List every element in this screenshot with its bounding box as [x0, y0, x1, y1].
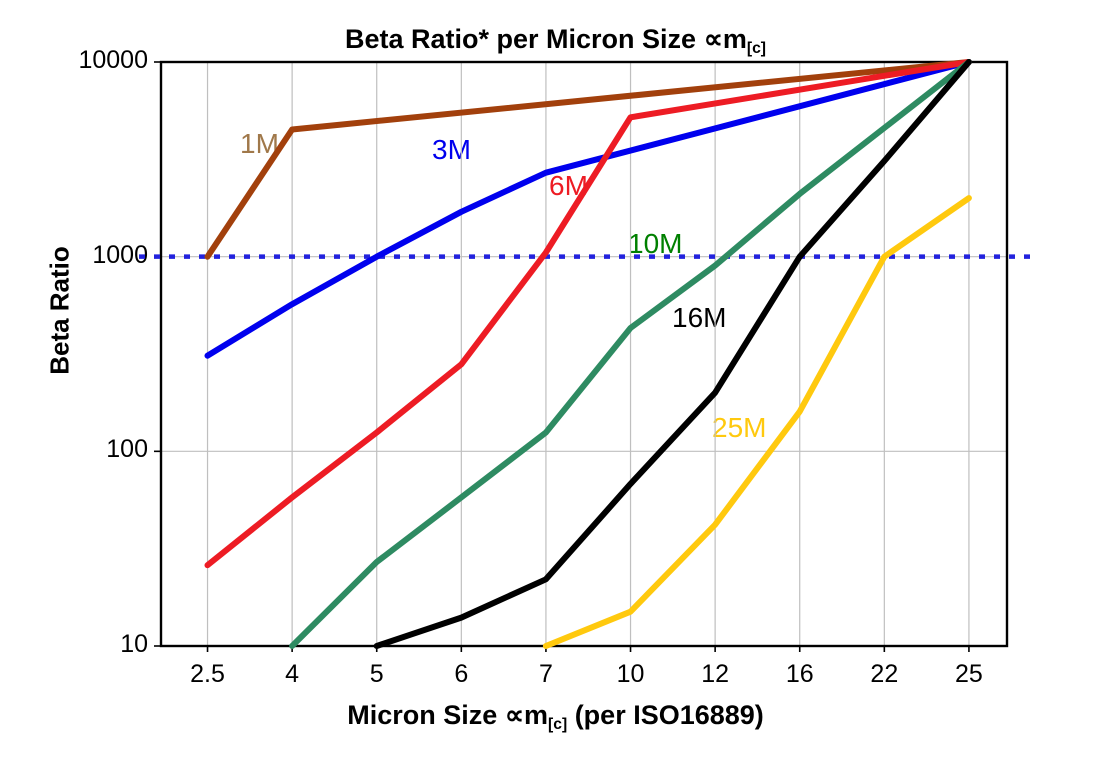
series-label-10m: 10M: [628, 228, 683, 259]
x-tick-label: 5: [369, 660, 384, 688]
x-axis-title: Micron Size ∝m[c] (per ISO16889): [0, 700, 1111, 734]
series-label-16m: 16M: [672, 302, 727, 333]
series-line-1m: [204, 59, 972, 260]
series-label-3m: 3M: [432, 134, 471, 165]
y-tick-label: 1000: [92, 240, 148, 269]
x-tick-label: 16: [785, 660, 814, 688]
x-tick-label: 12: [701, 660, 730, 688]
series-lines: [204, 59, 972, 649]
chart-title-text: Beta Ratio* per Micron Size: [344, 24, 704, 54]
y-tick-label: 10: [120, 630, 148, 658]
chart-title-symbol: ∝m: [703, 24, 747, 54]
x-tick-label: 10: [616, 660, 645, 688]
x-axis-title-symbol: ∝m: [504, 700, 549, 730]
series-label-25m: 25M: [712, 412, 767, 443]
series-line-10m: [289, 59, 972, 649]
y-tick-label: 100: [106, 435, 148, 464]
chart-title: Beta Ratio* per Micron Size ∝m[c]: [0, 24, 1111, 58]
y-tick-label: 10000: [78, 46, 148, 74]
x-tick-label: 22: [870, 660, 899, 688]
x-tick-label: 4: [285, 660, 300, 688]
series-line-6m: [204, 59, 972, 569]
series-line-16m: [373, 59, 972, 649]
x-tick-label: 7: [538, 660, 553, 688]
axis-box: [159, 60, 1009, 648]
x-axis-title-pre: Micron Size: [347, 700, 505, 730]
x-tick-label: 6: [454, 660, 469, 688]
x-tick-label: 2.5: [190, 660, 225, 688]
x-tick-label: 25: [955, 660, 983, 688]
gridlines: [161, 62, 1007, 646]
series-line-3m: [204, 59, 972, 359]
x-axis-title-post: (per ISO16889): [567, 700, 764, 730]
series-line-25m: [542, 195, 972, 649]
chart-title-subscript: [c]: [746, 40, 767, 57]
x-axis-title-subscript: [c]: [548, 716, 568, 733]
axis-frame: [154, 60, 1009, 652]
